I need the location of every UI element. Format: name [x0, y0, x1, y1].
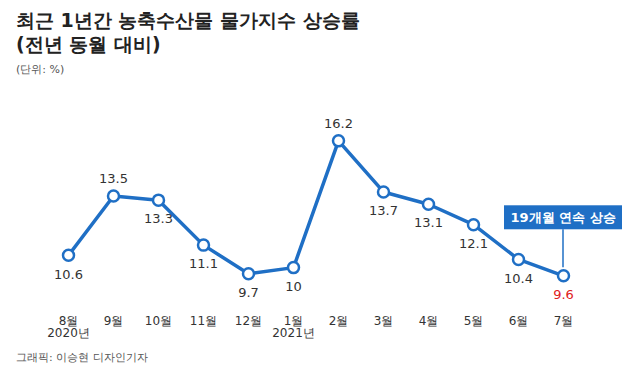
svg-text:11.1: 11.1 — [189, 256, 218, 271]
svg-text:11월: 11월 — [190, 314, 217, 328]
svg-text:13.3: 13.3 — [144, 211, 173, 226]
html-text:최근 1년간 농축수산물 물가지수 상승률: 최근 1년간 농축수산물 물가지수 상승률 — [16, 9, 360, 31]
svg-text:3월: 3월 — [374, 314, 394, 328]
svg-text:12.1: 12.1 — [459, 236, 488, 251]
html-text:그래픽: 이승현 디자인기자: 그래픽: 이승현 디자인기자 — [16, 351, 148, 364]
svg-text:9월: 9월 — [104, 314, 124, 328]
svg-text:5월: 5월 — [464, 314, 484, 328]
svg-text:10월: 10월 — [145, 314, 172, 328]
svg-text:9.6: 9.6 — [553, 287, 574, 302]
svg-text:10: 10 — [285, 279, 302, 294]
svg-text:10.4: 10.4 — [504, 271, 533, 286]
html-text:(전년 동월 대비): (전년 동월 대비) — [16, 33, 161, 55]
svg-text:1월2021년: 1월2021년 — [272, 314, 315, 340]
svg-text:13.1: 13.1 — [414, 215, 443, 230]
html-text:(단위: %): (단위: %) — [16, 63, 65, 76]
svg-text:4월: 4월 — [419, 314, 439, 328]
svg-text:6월: 6월 — [509, 314, 529, 328]
svg-text:13.5: 13.5 — [99, 171, 128, 186]
svg-text:16.2: 16.2 — [324, 116, 353, 131]
svg-text:2월: 2월 — [329, 314, 349, 328]
svg-text:7월: 7월 — [554, 314, 574, 328]
svg-text:13.7: 13.7 — [369, 203, 398, 218]
svg-text:9.7: 9.7 — [238, 285, 259, 300]
svg-text:12월: 12월 — [235, 314, 262, 328]
svg-text:19개월 연속 상승: 19개월 연속 상승 — [510, 210, 615, 225]
svg-text:8월2020년: 8월2020년 — [47, 314, 90, 340]
svg-text:10.6: 10.6 — [54, 267, 83, 282]
